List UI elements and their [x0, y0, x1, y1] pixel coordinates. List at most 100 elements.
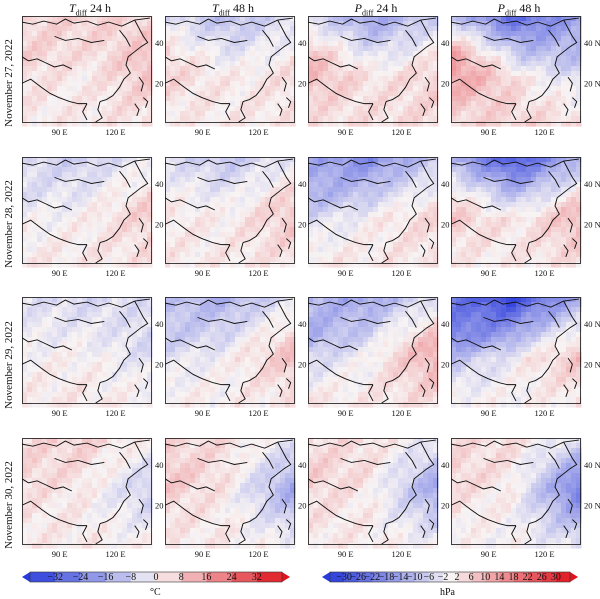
column-title-sub: diff [504, 8, 517, 18]
map-cell [363, 166, 369, 173]
map-cell [195, 156, 201, 163]
map-cell [353, 231, 359, 238]
map-cell [456, 231, 462, 238]
map-cell [250, 161, 256, 168]
y-tick-label: 40 N [155, 38, 172, 48]
map-cell [546, 246, 552, 253]
map-cell [571, 191, 577, 198]
map-cell [132, 246, 138, 253]
map-cell [180, 201, 186, 208]
map-cell [413, 21, 419, 27]
map-cell [225, 121, 231, 127]
map-cell [132, 221, 138, 228]
map-cell [127, 186, 133, 193]
map-cell [353, 21, 359, 27]
map-cell [363, 41, 369, 47]
map-cell [373, 226, 379, 233]
map-cell [338, 16, 344, 22]
map-cell [398, 61, 404, 67]
map-cell [170, 121, 176, 127]
map-cell [175, 81, 181, 87]
map-cell [318, 256, 324, 263]
map-cell [265, 106, 271, 112]
map-cell [348, 231, 354, 238]
map-cell [536, 51, 542, 57]
map-cell [318, 241, 324, 248]
map-cell [127, 176, 133, 183]
map-cell [308, 246, 314, 253]
map-cell [566, 226, 572, 233]
map-cell [235, 181, 241, 188]
map-cell [132, 111, 138, 117]
map-cell [471, 216, 477, 223]
map-cell [343, 246, 349, 253]
map-cell [461, 171, 467, 178]
map-cell [275, 166, 281, 173]
map-cell [205, 46, 211, 52]
map-cell [255, 46, 261, 52]
map-cell [52, 76, 58, 82]
map-cell [323, 71, 329, 77]
map-cell [92, 357, 98, 363]
map-cell [433, 171, 439, 178]
map-cell [22, 216, 28, 223]
map-cell [576, 221, 582, 228]
map-svg: 90 E 120 E40 N20 N [22, 16, 172, 137]
map-cell [413, 96, 419, 102]
map-cell [561, 66, 567, 72]
map-cell [526, 91, 532, 97]
map-cell [122, 307, 128, 313]
map-cell [52, 156, 58, 163]
map-cell [255, 196, 261, 203]
map-cell [433, 191, 439, 198]
map-cell [566, 61, 572, 67]
map-cell [328, 256, 334, 263]
map-cell [486, 26, 492, 32]
map-cell [62, 332, 68, 338]
map-cell [127, 196, 133, 203]
map-cell [456, 181, 462, 188]
map-cell [195, 106, 201, 112]
map-cell [180, 206, 186, 213]
map-cell [62, 251, 68, 258]
map-cell [205, 176, 211, 183]
map-cell [481, 181, 487, 188]
map-cell [551, 211, 557, 218]
map-cell [486, 171, 492, 178]
map-cell [433, 86, 439, 92]
map-cell [240, 96, 246, 102]
map-cell [132, 307, 138, 313]
map-cell [47, 251, 53, 258]
map-cell [456, 196, 462, 203]
map-cell [403, 191, 409, 198]
map-cell [536, 181, 542, 188]
map-cell [27, 347, 33, 353]
map-cell [245, 246, 251, 253]
map-cell [137, 302, 143, 308]
map-cell [423, 46, 429, 52]
map-cell [456, 206, 462, 213]
map-cell [200, 211, 206, 218]
map-cell [97, 307, 103, 313]
map-cell [102, 221, 108, 228]
map-cell [576, 256, 582, 263]
map-cell [501, 66, 507, 72]
map-cell [423, 106, 429, 112]
map-cell [546, 166, 552, 173]
map-cell [147, 71, 153, 77]
map-cell [423, 181, 429, 188]
map-cell [72, 221, 78, 228]
map-cell [363, 31, 369, 37]
map-cell [383, 76, 389, 82]
map-cell [398, 86, 404, 92]
map-cell [383, 236, 389, 243]
map-cell [97, 66, 103, 72]
map-cell [576, 36, 582, 42]
map-cell [240, 206, 246, 213]
map-cell [67, 76, 73, 82]
map-cell [313, 186, 319, 193]
map-cell [117, 206, 123, 213]
map-cell [388, 246, 394, 253]
map-cell [62, 26, 68, 32]
map-cell [423, 91, 429, 97]
